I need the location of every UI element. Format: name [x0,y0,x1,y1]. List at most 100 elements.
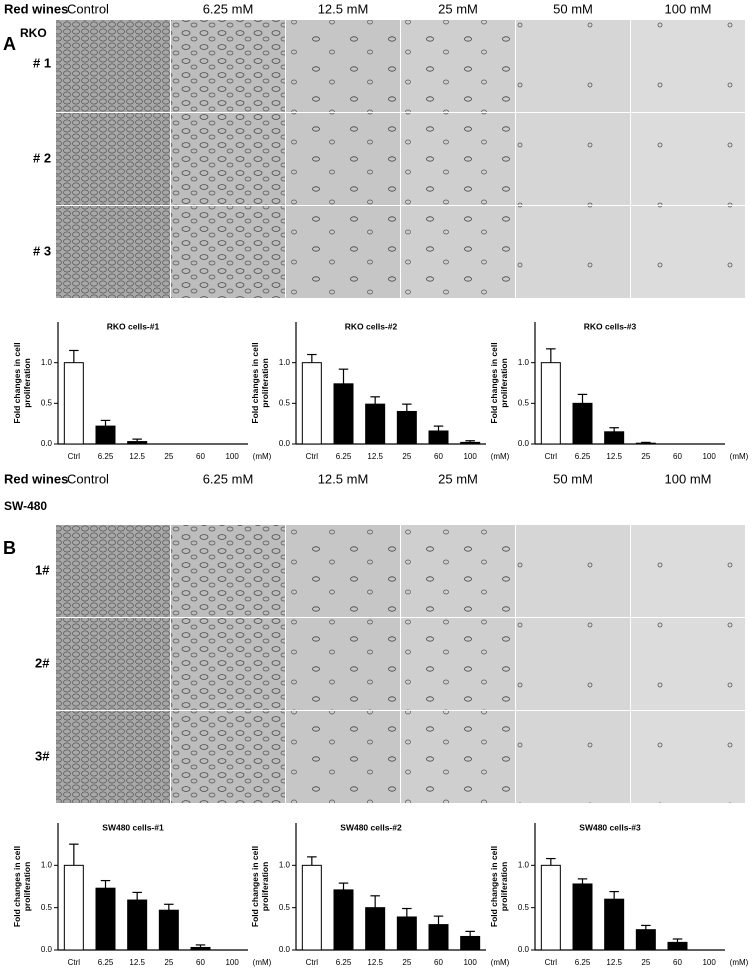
x-tick-label: 6.25 [336,452,352,461]
micrograph-texture [631,20,745,112]
column-header: 100 mM [665,471,712,486]
micrograph-texture [171,525,285,617]
y-tick-label: 0.5 [518,903,530,912]
column-header: 50 mM [553,471,593,486]
bar [95,887,116,951]
x-tick-label: 100 [702,958,716,967]
y-tick-label: 0.5 [279,398,291,407]
x-unit: (mM) [730,452,749,461]
chart-title: RKO cells-#1 [107,321,160,331]
x-tick-label: 25 [402,452,411,461]
y-axis-label-text: Fold changes in cell proliferation [250,342,270,424]
bar [190,946,211,951]
micrograph-texture [286,113,400,205]
bar [572,402,593,445]
cell-line-label: SW-480 [4,499,47,513]
panel-label: B [3,538,16,558]
x-tick-label: 25 [641,452,650,461]
y-tick-label: 1.0 [279,860,291,869]
micrograph-texture [516,20,630,112]
x-tick-label: 12.5 [367,452,383,461]
x-tick-label: Ctrl [306,452,319,461]
bar [158,909,179,951]
micrograph-texture [631,525,745,617]
bar [460,441,481,445]
y-tick-label: 0.0 [518,439,530,448]
y-axis-label: Fold changes in cell proliferation [12,342,32,423]
x-tick-label: Ctrl [306,958,319,967]
micrograph-texture [631,113,745,205]
micrograph-texture [631,618,745,710]
x-tick-label: 25 [402,958,411,967]
micrograph-texture [516,206,630,298]
y-tick-label: 1.0 [279,358,291,367]
bar [540,864,561,951]
bar [127,899,148,951]
cell-line-label: RKO [20,26,47,40]
column-header: 12.5 mM [318,1,369,16]
chart-title: SW480 cells-#1 [102,822,164,832]
panel-label: A [3,34,16,54]
micrograph-texture [171,206,285,298]
row-label: 3# [35,748,50,763]
y-axis-label: Fold changes in cell proliferation [250,342,270,424]
row-label: 1# [35,562,50,577]
y-tick-label: 0.0 [41,439,53,448]
x-tick-label: 100 [702,452,716,461]
row-label: 2# [35,655,50,670]
x-tick-label: Ctrl [68,452,81,461]
y-tick-label: 0.5 [279,903,291,912]
bar [604,431,625,445]
column-header: 25 mM [438,1,478,16]
y-tick-label: 0.0 [279,439,291,448]
x-tick-label: Ctrl [545,958,558,967]
bar [635,929,656,951]
row-label: # 2 [33,150,51,165]
bar [365,907,386,951]
micrograph-texture [401,206,515,298]
row-label: # 1 [33,55,51,70]
x-tick-label: 60 [434,452,443,461]
bar [635,442,656,445]
x-tick-label: 6.25 [98,452,114,461]
x-tick-label: 12.5 [129,958,145,967]
y-tick-label: 0.5 [518,398,530,407]
y-tick-label: 1.0 [518,358,530,367]
column-header: Control [67,1,109,16]
bar [301,864,322,951]
y-tick-label: 0.0 [279,945,291,954]
x-tick-label: 12.5 [606,958,622,967]
x-tick-label: 6.25 [336,958,352,967]
y-tick-label: 1.0 [41,358,53,367]
x-unit: (mM) [491,452,510,461]
x-tick-label: 6.25 [575,958,591,967]
micrograph-texture [286,20,400,112]
micrograph-texture [631,711,745,803]
micrograph-texture [56,711,170,803]
column-header: 50 mM [553,1,593,16]
micrograph-texture [286,711,400,803]
y-axis-label-text: Fold changes in cell proliferation [489,342,509,424]
bar [333,889,354,951]
x-tick-label: 100 [225,452,239,461]
micrograph-texture [401,525,515,617]
micrograph-texture [56,20,170,112]
micrograph-texture [401,618,515,710]
bar [63,362,84,445]
bar [428,924,449,951]
x-tick-label: 25 [164,958,173,967]
micrograph-texture [171,113,285,205]
bar [63,864,84,951]
y-axis-label: Fold changes in cell proliferation [489,846,509,927]
x-tick-label: 6.25 [98,958,114,967]
column-header: 12.5 mM [318,471,369,486]
micrograph-texture [516,113,630,205]
x-unit: (mM) [253,452,272,461]
x-tick-label: 100 [463,958,477,967]
x-tick-label: 12.5 [606,452,622,461]
column-header: 25 mM [438,471,478,486]
micrograph-texture [631,206,745,298]
row-label: # 3 [33,243,51,258]
micrograph-texture [56,618,170,710]
